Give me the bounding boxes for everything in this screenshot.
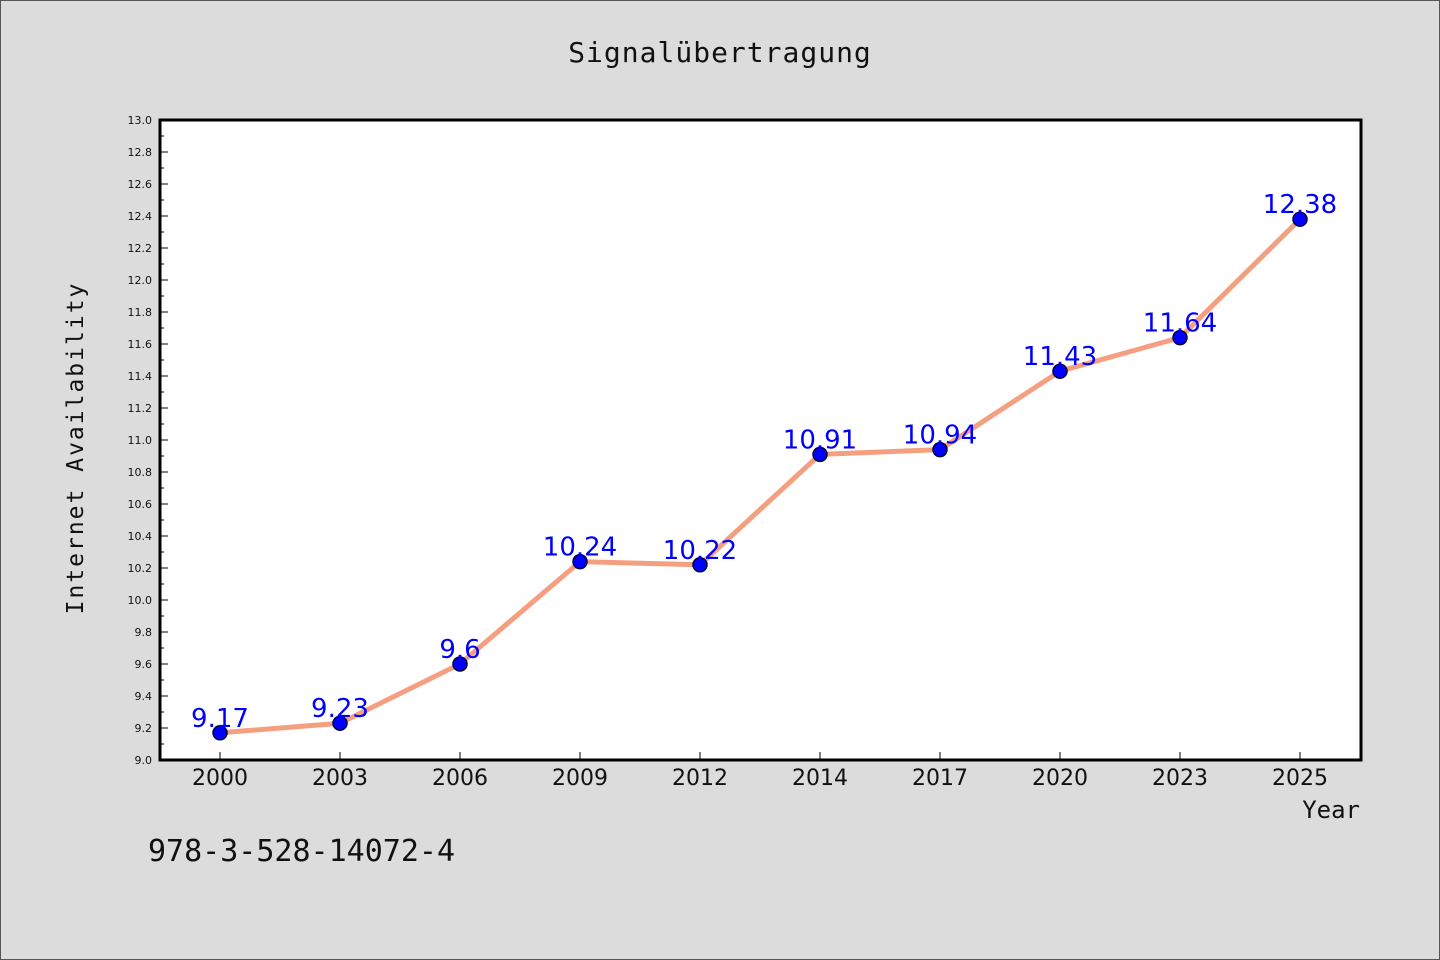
- y-tick-label: 11.4: [128, 370, 153, 383]
- data-point: [1172, 329, 1188, 346]
- y-tick-label: 9.8: [135, 626, 153, 639]
- y-tick-label: 12.8: [128, 146, 153, 159]
- y-tick-label: 11.2: [128, 402, 153, 415]
- x-tick-label: 2012: [672, 766, 728, 791]
- data-point: [932, 441, 948, 458]
- data-label: 10.94: [903, 421, 977, 451]
- data-point: [1292, 211, 1308, 227]
- y-tick-label: 12.4: [128, 210, 153, 223]
- y-tick-label: 12.2: [128, 242, 153, 255]
- isbn-label: 978-3-528-14072-4: [148, 834, 456, 869]
- x-tick-label: 2017: [912, 766, 968, 791]
- y-axis-ticks: 9.0 9.2 9.4 9.6 9.8 10.0 10.2 10.4 10.6 10.8 11.0 1…: [128, 114, 168, 767]
- data-point: [572, 553, 588, 570]
- x-tick-label: 2003: [312, 766, 368, 791]
- data-point: [1052, 363, 1068, 379]
- y-tick-label: 9.2: [135, 722, 153, 735]
- x-tick-label: 2014: [792, 766, 848, 791]
- y-tick-label: 11.0: [128, 434, 153, 447]
- plot-area: [158, 118, 1363, 762]
- series-line: [217, 216, 1303, 736]
- x-tick-label: 2020: [1032, 766, 1088, 791]
- x-tick-label: 2006: [432, 766, 488, 791]
- x-tick-label: 2000: [192, 766, 248, 791]
- y-tick-label: 9.4: [135, 690, 153, 703]
- data-point: [812, 446, 828, 463]
- x-tick-label: 2009: [552, 766, 608, 791]
- data-label: 11.64: [1143, 309, 1217, 339]
- series-group: [212, 211, 1308, 741]
- data-label: 11.43: [1023, 342, 1097, 372]
- chart-title: Signalübertragung: [568, 36, 872, 69]
- data-point: [452, 656, 468, 672]
- x-axis-label: Year: [1302, 796, 1360, 824]
- data-label: 9.6: [439, 635, 480, 665]
- data-label: 10.24: [543, 533, 617, 563]
- x-tick-label: 2023: [1152, 766, 1208, 791]
- y-tick-label: 11.6: [128, 338, 153, 351]
- y-tick-label: 12.6: [128, 178, 153, 191]
- y-tick-label: 12.0: [128, 274, 153, 287]
- data-label: 9.17: [191, 704, 249, 734]
- y-tick-label: 10.2: [128, 562, 153, 575]
- data-label: 9.23: [311, 694, 369, 724]
- data-label: 10.91: [783, 425, 857, 455]
- y-tick-label: 13.0: [128, 114, 153, 127]
- y-tick-label: 10.8: [128, 466, 153, 479]
- y-tick-label: 11.8: [128, 306, 153, 319]
- data-labels-group: 9.17 9.23 9.6 10.24 10.22 10.91 10.94 11.43 11.6…: [191, 190, 1337, 734]
- y-tick-label: 9.0: [135, 754, 153, 767]
- data-point: [692, 557, 708, 573]
- y-tick-label: 9.6: [135, 658, 153, 671]
- x-axis-ticks: 2000 2003 2006 2009 2012 2014 2017 2020 2023 2025: [192, 752, 1328, 791]
- x-tick-label: 2025: [1272, 766, 1328, 791]
- y-tick-label: 10.6: [128, 498, 153, 511]
- y-tick-label: 10.4: [128, 530, 153, 543]
- data-point: [332, 715, 348, 731]
- y-tick-label: 10.0: [128, 594, 153, 607]
- data-label: 10.22: [663, 536, 737, 566]
- data-label: 12.38: [1263, 190, 1337, 220]
- data-point: [212, 725, 228, 741]
